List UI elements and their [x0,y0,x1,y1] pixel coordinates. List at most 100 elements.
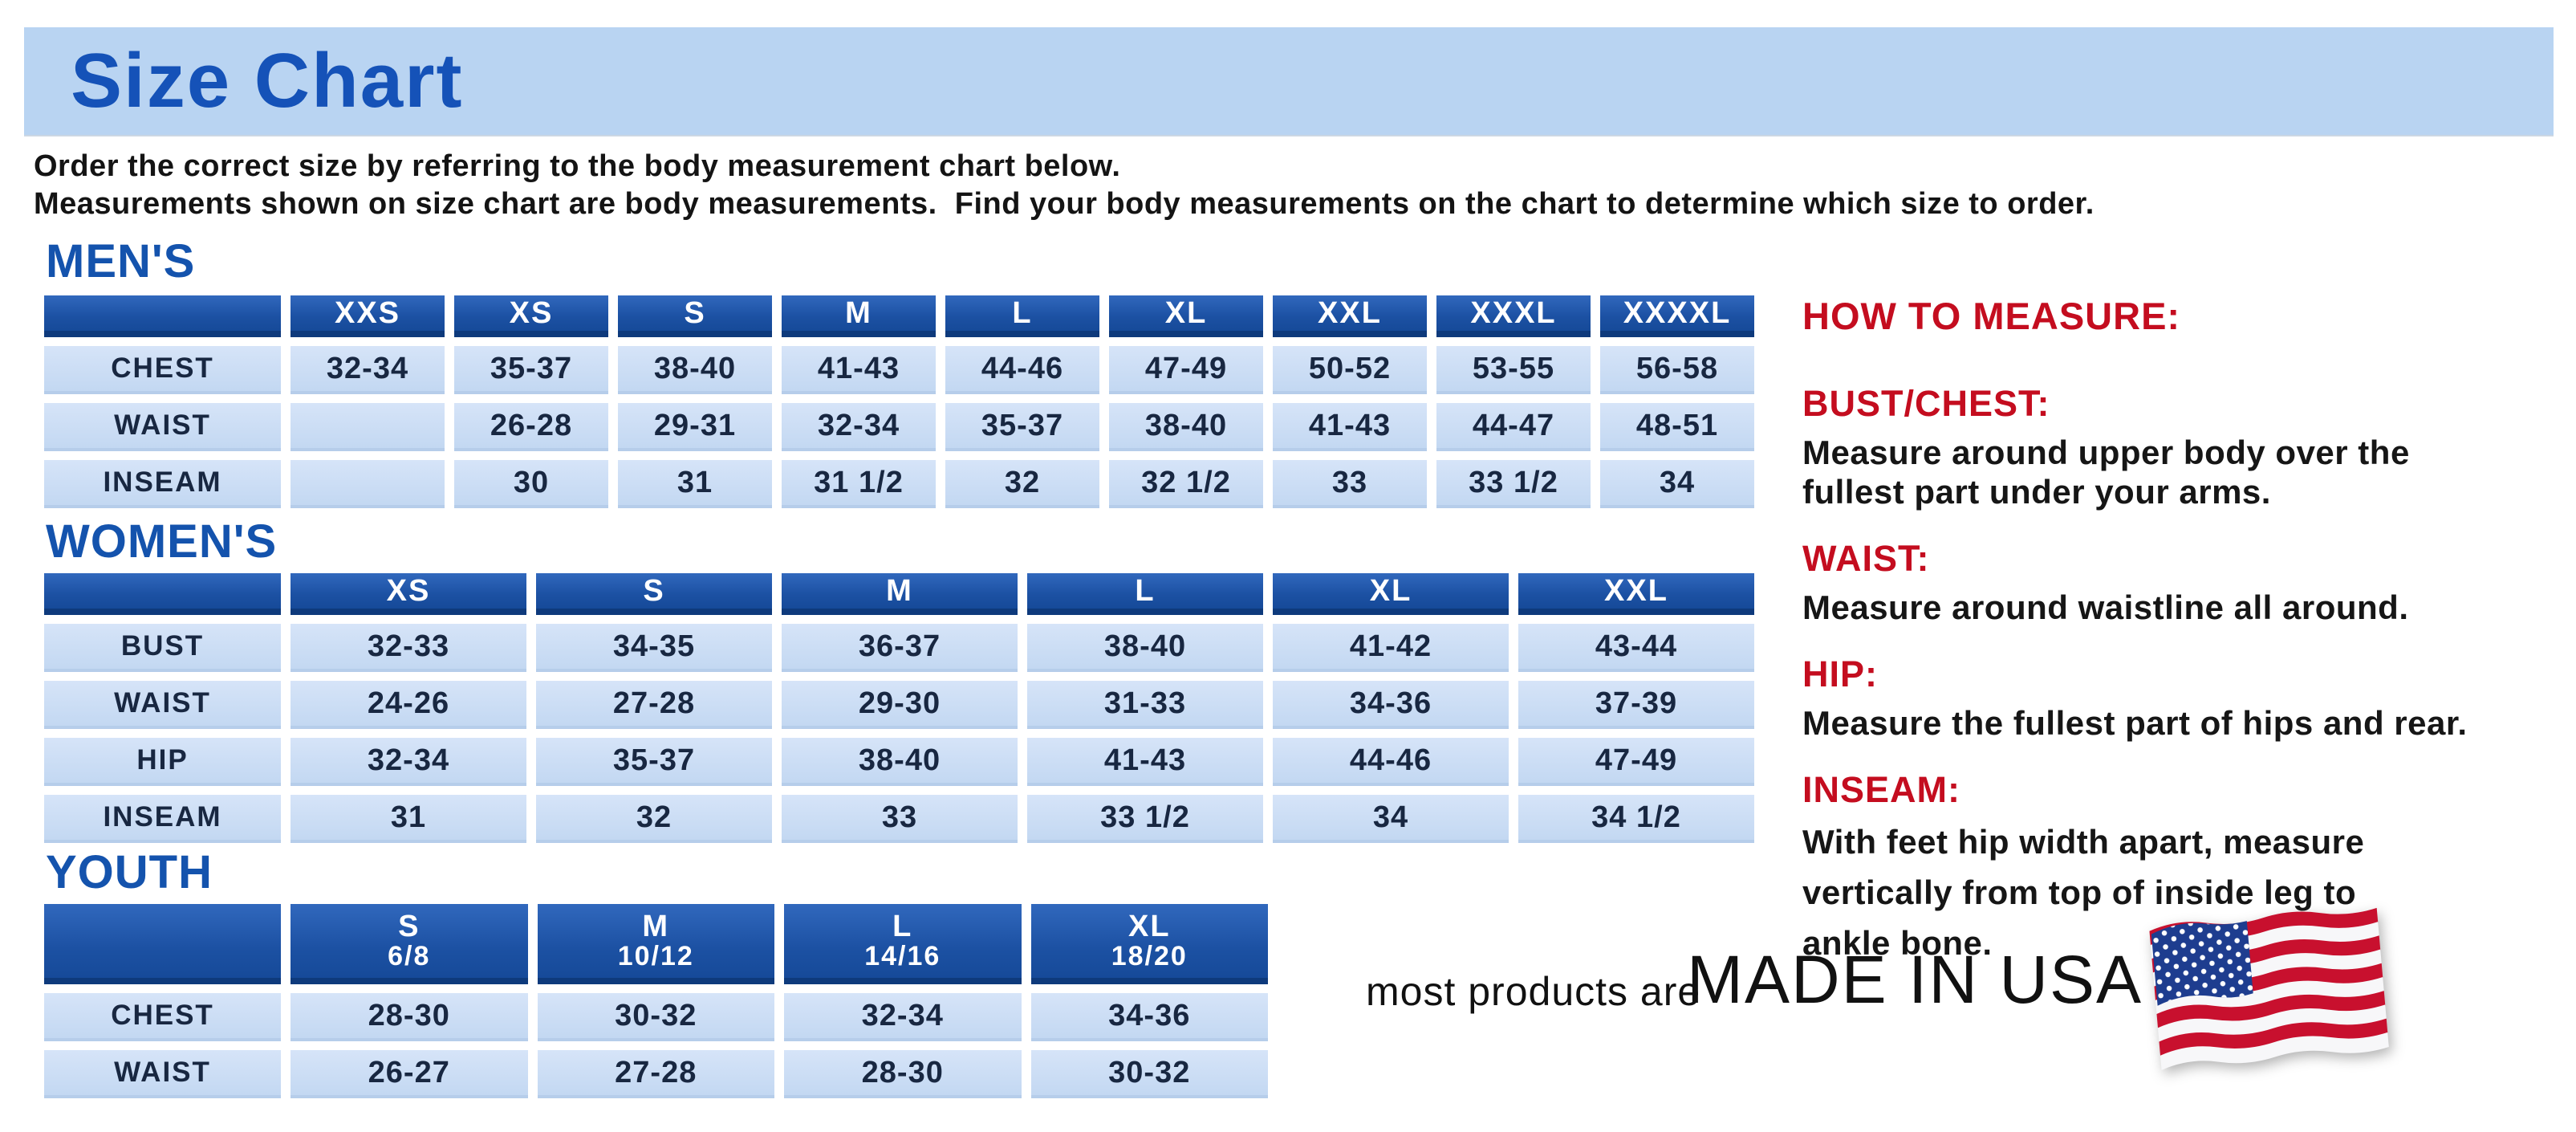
size-column-header: M [782,573,1018,615]
row-label: WAIST [44,1050,281,1098]
size-value-cell: 35-37 [536,738,772,786]
size-column-header: XXS [291,295,445,337]
intro-line-2: Measurements shown on size chart are bod… [34,187,2095,221]
size-value-cell: 35-37 [454,346,608,394]
made-in-usa-text: MADE IN USA [1687,942,2143,1017]
measure-section-text-line: ankle bone. [1802,924,1993,962]
size-column-header: XS [454,295,608,337]
size-value-cell: 38-40 [1109,403,1263,451]
row-label: BUST [44,624,281,672]
table-header-row: XS S M L XL XXL [44,573,1754,615]
row-label: INSEAM [44,460,281,508]
table-row: BUST 32-33 34-35 36-37 38-40 41-42 43-44 [44,624,1754,672]
measure-section: BUST/CHEST: Measure around upper body ove… [1802,383,2557,511]
size-value-cell: 32 1/2 [1109,460,1263,508]
table-row: HIP 32-34 35-37 38-40 41-43 44-46 47-49 [44,738,1754,786]
measure-section: HIP: Measure the fullest part of hips and… [1802,654,2557,743]
size-column-header: L [1027,573,1263,615]
size-value-cell: 30-32 [537,993,774,1041]
size-value-cell: 31 1/2 [782,460,936,508]
how-to-measure-panel: HOW TO MEASURE: BUST/CHEST: Measure aroun… [1802,294,2557,989]
size-value-cell: 56-58 [1600,346,1754,394]
size-value-cell: 32-34 [784,993,1022,1041]
measure-section-text-line: With feet hip width apart, measure [1802,823,2365,861]
size-value-cell: 38-40 [618,346,772,394]
size-value-cell: 38-40 [782,738,1018,786]
title-banner: Size Chart [24,27,2554,136]
size-value-cell: 27-28 [537,1050,774,1098]
size-value-cell: 30 [454,460,608,508]
size-value-cell: 32-34 [782,403,936,451]
size-column-header: XL 18/20 [1030,904,1268,984]
row-label: CHEST [44,993,281,1041]
size-value-cell: 44-46 [945,346,1099,394]
page-title: Size Chart [71,38,464,124]
size-value-cell: 34 1/2 [1518,795,1754,843]
size-value-cell: 50-52 [1273,346,1427,394]
size-value-cell: 33 [1273,460,1427,508]
measure-section-text-line: Measure around waistline all around. [1802,588,2409,626]
table-row: INSEAM 30 31 31 1/2 32 32 1/2 33 33 1/2 34 [44,460,1754,508]
measure-section-heading: WAIST: [1802,538,1930,579]
size-value-cell: 24-26 [291,681,526,729]
size-value-cell: 53-55 [1436,346,1591,394]
size-value-cell: 41-43 [1027,738,1263,786]
size-value-cell: 34-36 [1030,993,1268,1041]
size-value-cell: 34-35 [536,624,772,672]
size-value-cell: 35-37 [945,403,1099,451]
measure-section: INSEAM: With feet hip width apart, measur… [1802,769,2557,963]
size-column-header: M 10/12 [537,904,774,984]
measure-section-heading: BUST/CHEST: [1802,383,2050,424]
size-value-cell: 32-34 [291,738,526,786]
size-value-cell: 47-49 [1518,738,1754,786]
size-value-cell: 37-39 [1518,681,1754,729]
size-value-cell: 36-37 [782,624,1018,672]
youth-section-heading: YOUTH [46,846,213,898]
size-value-cell: 48-51 [1600,403,1754,451]
size-value-cell: 44-47 [1436,403,1591,451]
row-label: HIP [44,738,281,786]
table-row: WAIST 26-28 29-31 32-34 35-37 38-40 41-43 44-47… [44,403,1754,451]
size-value-cell: 41-43 [1273,403,1427,451]
size-value-cell: 28-30 [784,1050,1022,1098]
size-column-header: XXXXL [1600,295,1754,337]
row-label: CHEST [44,346,281,394]
size-value-cell: 34 [1600,460,1754,508]
size-value-cell: 31 [291,795,526,843]
size-value-cell: 33 1/2 [1027,795,1263,843]
size-value-cell: 41-42 [1273,624,1509,672]
measure-section-heading: INSEAM: [1802,769,1960,810]
size-value-cell: 27-28 [536,681,772,729]
size-column-header: XS [291,573,526,615]
table-row: CHEST 28-30 30-32 32-34 34-36 [44,993,1268,1041]
corner-header-cell [44,573,281,615]
corner-header-cell [44,904,281,984]
size-value-cell: 31-33 [1027,681,1263,729]
measure-section-text-line: vertically from top of inside leg to [1802,873,2357,911]
size-column-header: XXXL [1436,295,1591,337]
row-label: INSEAM [44,795,281,843]
size-value-cell: 32-33 [291,624,526,672]
size-value-cell: 26-28 [454,403,608,451]
mens-size-table: XXS XS S M L XL XXL XXXL XXXXL CHEST 32-34 35-37 38-… [44,295,1754,517]
row-label: WAIST [44,403,281,451]
size-column-header: L 14/16 [784,904,1022,984]
table-row: WAIST 26-27 27-28 28-30 30-32 [44,1050,1268,1098]
size-column-header: S [536,573,772,615]
how-to-measure-sections: BUST/CHEST: Measure around upper body ove… [1802,383,2557,963]
size-column-header: S [618,295,772,337]
row-label: WAIST [44,681,281,729]
size-value-cell: 41-43 [782,346,936,394]
size-column-header: XL [1109,295,1263,337]
womens-section-heading: WOMEN'S [46,515,278,568]
measure-section-text-line: Measure the fullest part of hips and rea… [1802,704,2468,742]
size-value-cell: 30-32 [1030,1050,1268,1098]
size-value-cell [291,460,445,508]
size-value-cell: 32-34 [291,346,445,394]
corner-header-cell [44,295,281,337]
table-row: INSEAM 31 32 33 33 1/2 34 34 1/2 [44,795,1754,843]
table-row: WAIST 24-26 27-28 29-30 31-33 34-36 37-39 [44,681,1754,729]
size-value-cell: 29-31 [618,403,772,451]
size-value-cell [291,403,445,451]
size-value-cell: 47-49 [1109,346,1263,394]
